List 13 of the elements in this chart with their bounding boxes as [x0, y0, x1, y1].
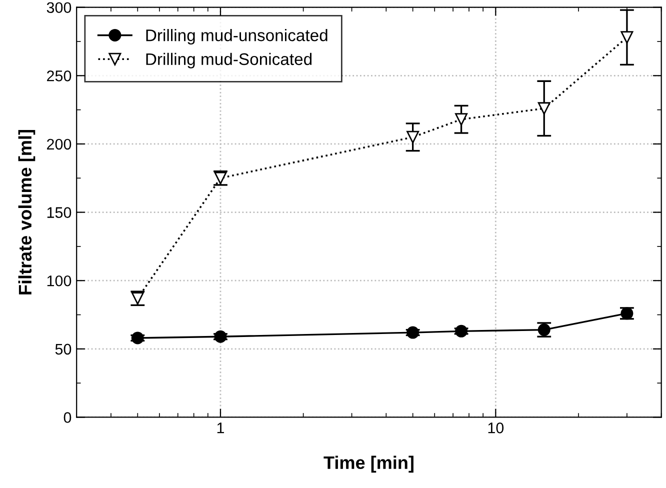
- y-tick-label: 0: [64, 412, 72, 423]
- y-tick-label: 50: [55, 344, 72, 355]
- x-tick-label: 1: [217, 422, 224, 434]
- y-tick-label: 300: [46, 2, 72, 14]
- y-tick-label: 250: [47, 70, 72, 82]
- x-tick-label: 10: [488, 422, 504, 434]
- y-tick-label: 100: [47, 275, 72, 286]
- legend-label: Drilling mud-Sonicated: [146, 52, 312, 68]
- y-axis-title: Filtrate volume [ml]: [18, 130, 36, 294]
- x-axis-title: Time [min]: [324, 456, 414, 473]
- legend-label: Drilling mud-unsonicated: [146, 28, 328, 45]
- y-tick-label: 150: [47, 207, 72, 218]
- y-tick-label: 200: [47, 138, 72, 150]
